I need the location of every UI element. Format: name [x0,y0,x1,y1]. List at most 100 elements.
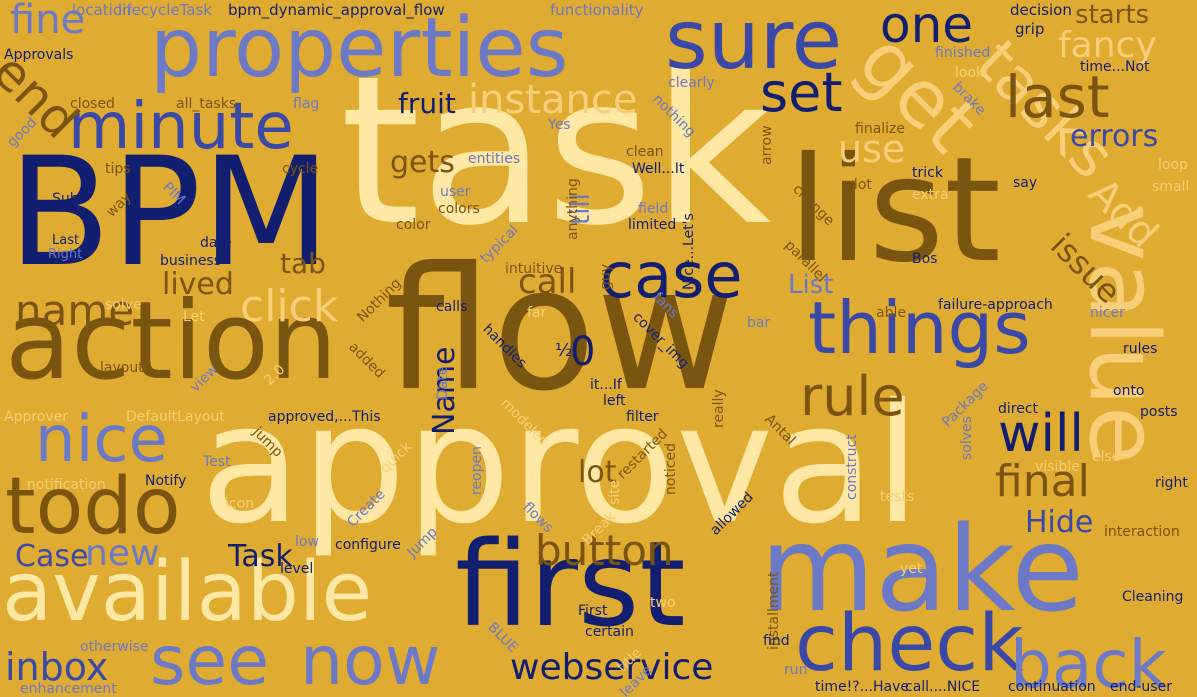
word-construct: construct [844,434,860,500]
word-notification: notification [27,477,106,493]
word-lot: lot [578,455,617,490]
word-clean: clean [626,144,664,160]
word-layout: layout [100,360,144,376]
word-fine: fine [10,0,86,43]
word-task-cap: Task [228,539,293,574]
word-reopen: reopen [469,446,485,495]
word-trick: trick [912,165,943,181]
word-bpm-dynamic-approval-flow: bpm_dynamic_approval_flow [228,1,445,19]
word-filter: filter [626,409,659,425]
word-call-nice: call....NICE [905,679,981,695]
word-date-cap: Date [435,366,451,400]
word-half: ½ [555,340,573,361]
word-posts: posts [1140,404,1178,420]
word-use: use [838,127,906,171]
word-entities: entities [468,151,521,167]
word-test: Test [203,454,231,470]
word-find: find [763,633,790,649]
word-approver: Approver [4,409,69,425]
word-last-cap: Last [52,233,80,248]
word-otherwise: otherwise [80,639,149,655]
word-sub: Sub [52,191,79,207]
word-limited: limited [628,217,677,233]
word-name: name [15,286,135,335]
word-notify: Notify [145,473,187,489]
word-onto: onto [1113,383,1145,399]
word-zero: 0 [570,329,596,375]
word-enhancement: enhancement [20,681,117,697]
word-well-it: Well...It [632,161,685,177]
word-tests: tests [880,489,915,505]
word-clearly: clearly [668,75,715,91]
word-tab: tab [280,247,326,280]
word-certain: certain [585,624,634,640]
word-case-cap: Case [15,539,89,574]
word-case: case [600,239,743,312]
word-right-cap: Right [48,247,83,262]
word-first: first [455,515,686,653]
word-properties: properties [150,1,569,96]
word-list: list [788,126,1001,295]
word-rules: rules [1123,341,1158,357]
word-decision: decision [1010,1,1072,19]
word-cycle: cycle [282,161,319,177]
word-see: see [150,622,270,697]
word-say: say [1013,175,1038,191]
word-closed: closed [70,96,115,112]
word-time-have: time!?...Have [815,679,910,695]
word-two: two [650,595,676,611]
word-noticed: noticed [663,442,679,495]
word-time-not: time...Not [1080,59,1150,75]
word-cleaning: Cleaning [1122,589,1184,605]
word-failure-approach: failure-approach [938,297,1053,313]
word-finalize: finalize [855,121,906,137]
word-yes: Yes [548,117,571,133]
word-anything: anything [565,178,581,240]
word-approval: approval [200,368,921,560]
word-configure: configure [335,537,401,553]
word-final: final [995,456,1090,507]
word-loop: loop [1158,157,1188,173]
word-user: user [440,184,471,200]
word-errors: errors [1070,119,1159,154]
word-continuation: continuation [1008,679,1096,695]
word-now: now [300,622,441,697]
word-last: last [1005,63,1110,131]
word-nicer: nicer [1090,305,1125,321]
word-check: check [795,599,1024,689]
word-left: left [603,393,626,409]
word-small: small [1152,179,1190,195]
word-will: will [998,404,1084,464]
word-flow: flow [385,231,736,429]
word-lived: lived [162,267,234,302]
word-yet: yet [900,561,923,577]
word-nice: nice [35,403,168,477]
word-visible: visible [1035,459,1080,475]
word-low: low [295,534,319,550]
word-direct: direct [998,401,1039,417]
word-click: click [240,281,339,332]
word-run: run [784,662,808,678]
word-defaultlayout: DefaultLayout [126,409,225,425]
word-calls: calls [436,299,468,315]
word-instance: instance [468,77,638,123]
word-extra: extra [912,187,949,203]
word-all-tasks: all_tasks [176,96,237,112]
word-available: available [2,545,373,640]
word-look: look [955,65,985,81]
word-able: able [876,305,906,321]
word-right: right [1155,475,1188,491]
word-arrow: arrow [759,125,775,165]
word-bar: bar [747,315,771,331]
word-starts: starts [1075,0,1150,30]
word-nice-lets: Nice...Let's [681,213,697,290]
word-todo: todo [5,462,181,552]
word-colors: colors [438,201,480,217]
word-lifecycletask: lifecycleTask [118,1,212,19]
word-first-cap: First [578,603,608,619]
word-webservice: webservice [510,647,714,688]
word-interaction: interaction [1104,524,1180,540]
word-location: location [72,1,132,19]
word-inbox: inbox [5,645,109,689]
